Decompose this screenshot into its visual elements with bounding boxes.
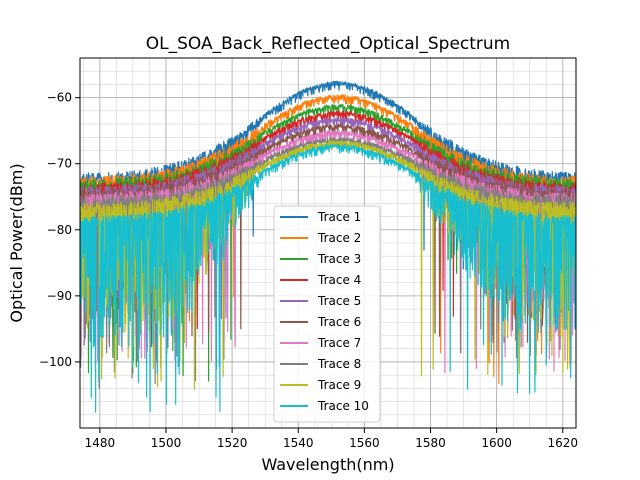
legend: Trace 1 Trace 2 Trace 3 Trace 4 Trace 5 Trace…	[273, 205, 381, 423]
x-axis-label: Wavelength(nm)	[261, 455, 394, 474]
legend-label: Trace 4	[317, 273, 361, 287]
legend-label: Trace 10	[317, 399, 369, 413]
y-axis-label: Optical Power(dBm)	[7, 163, 26, 322]
legend-label: Trace 6	[317, 315, 361, 329]
x-tick-label: 1600	[481, 436, 512, 450]
y-tick-label: −70	[47, 157, 72, 171]
plot-frame	[79, 57, 577, 429]
y-tick-label: −60	[47, 91, 72, 105]
y-tick-label: −100	[39, 355, 72, 369]
trace-lines	[80, 80, 576, 413]
legend-label: Trace 5	[317, 294, 361, 308]
legend-label: Trace 7	[317, 336, 361, 350]
x-tick-label: 1500	[151, 436, 182, 450]
legend-label: Trace 9	[317, 378, 361, 392]
y-tick-label: −80	[47, 223, 72, 237]
y-tick-label: −90	[47, 289, 72, 303]
legend-label: Trace 8	[317, 357, 361, 371]
x-tick-label: 1520	[217, 436, 248, 450]
x-axis-ticks: 1480 1500 1520 1540 1560 1580 1600 1620	[85, 428, 578, 450]
y-axis-ticks: −100 −90 −80 −70 −60	[39, 91, 80, 369]
trace-line	[80, 143, 576, 413]
x-tick-label: 1480	[85, 436, 116, 450]
legend-label: Trace 3	[317, 252, 361, 266]
x-tick-label: 1560	[349, 436, 380, 450]
x-tick-label: 1620	[547, 436, 578, 450]
x-tick-label: 1540	[283, 436, 314, 450]
legend-label: Trace 1	[317, 210, 361, 224]
chart-title: OL_SOA_Back_Reflected_Optical_Spectrum	[146, 34, 511, 54]
x-tick-label: 1580	[415, 436, 446, 450]
legend-label: Trace 2	[317, 231, 361, 245]
